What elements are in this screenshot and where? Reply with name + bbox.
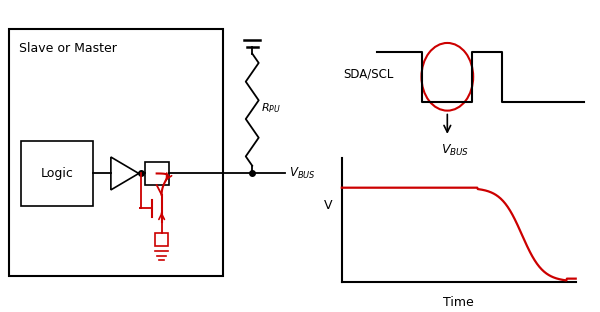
Text: $R_{PU}$: $R_{PU}$ [261,101,281,115]
Text: Slave or Master: Slave or Master [19,42,117,55]
Text: Time: Time [443,296,474,309]
Text: $V_{BUS}$: $V_{BUS}$ [289,166,316,181]
Text: SDA/SCL: SDA/SCL [343,68,393,81]
Text: $V_{BUS}$: $V_{BUS}$ [441,143,469,158]
Text: Logic: Logic [41,167,74,180]
Text: V: V [325,198,333,212]
